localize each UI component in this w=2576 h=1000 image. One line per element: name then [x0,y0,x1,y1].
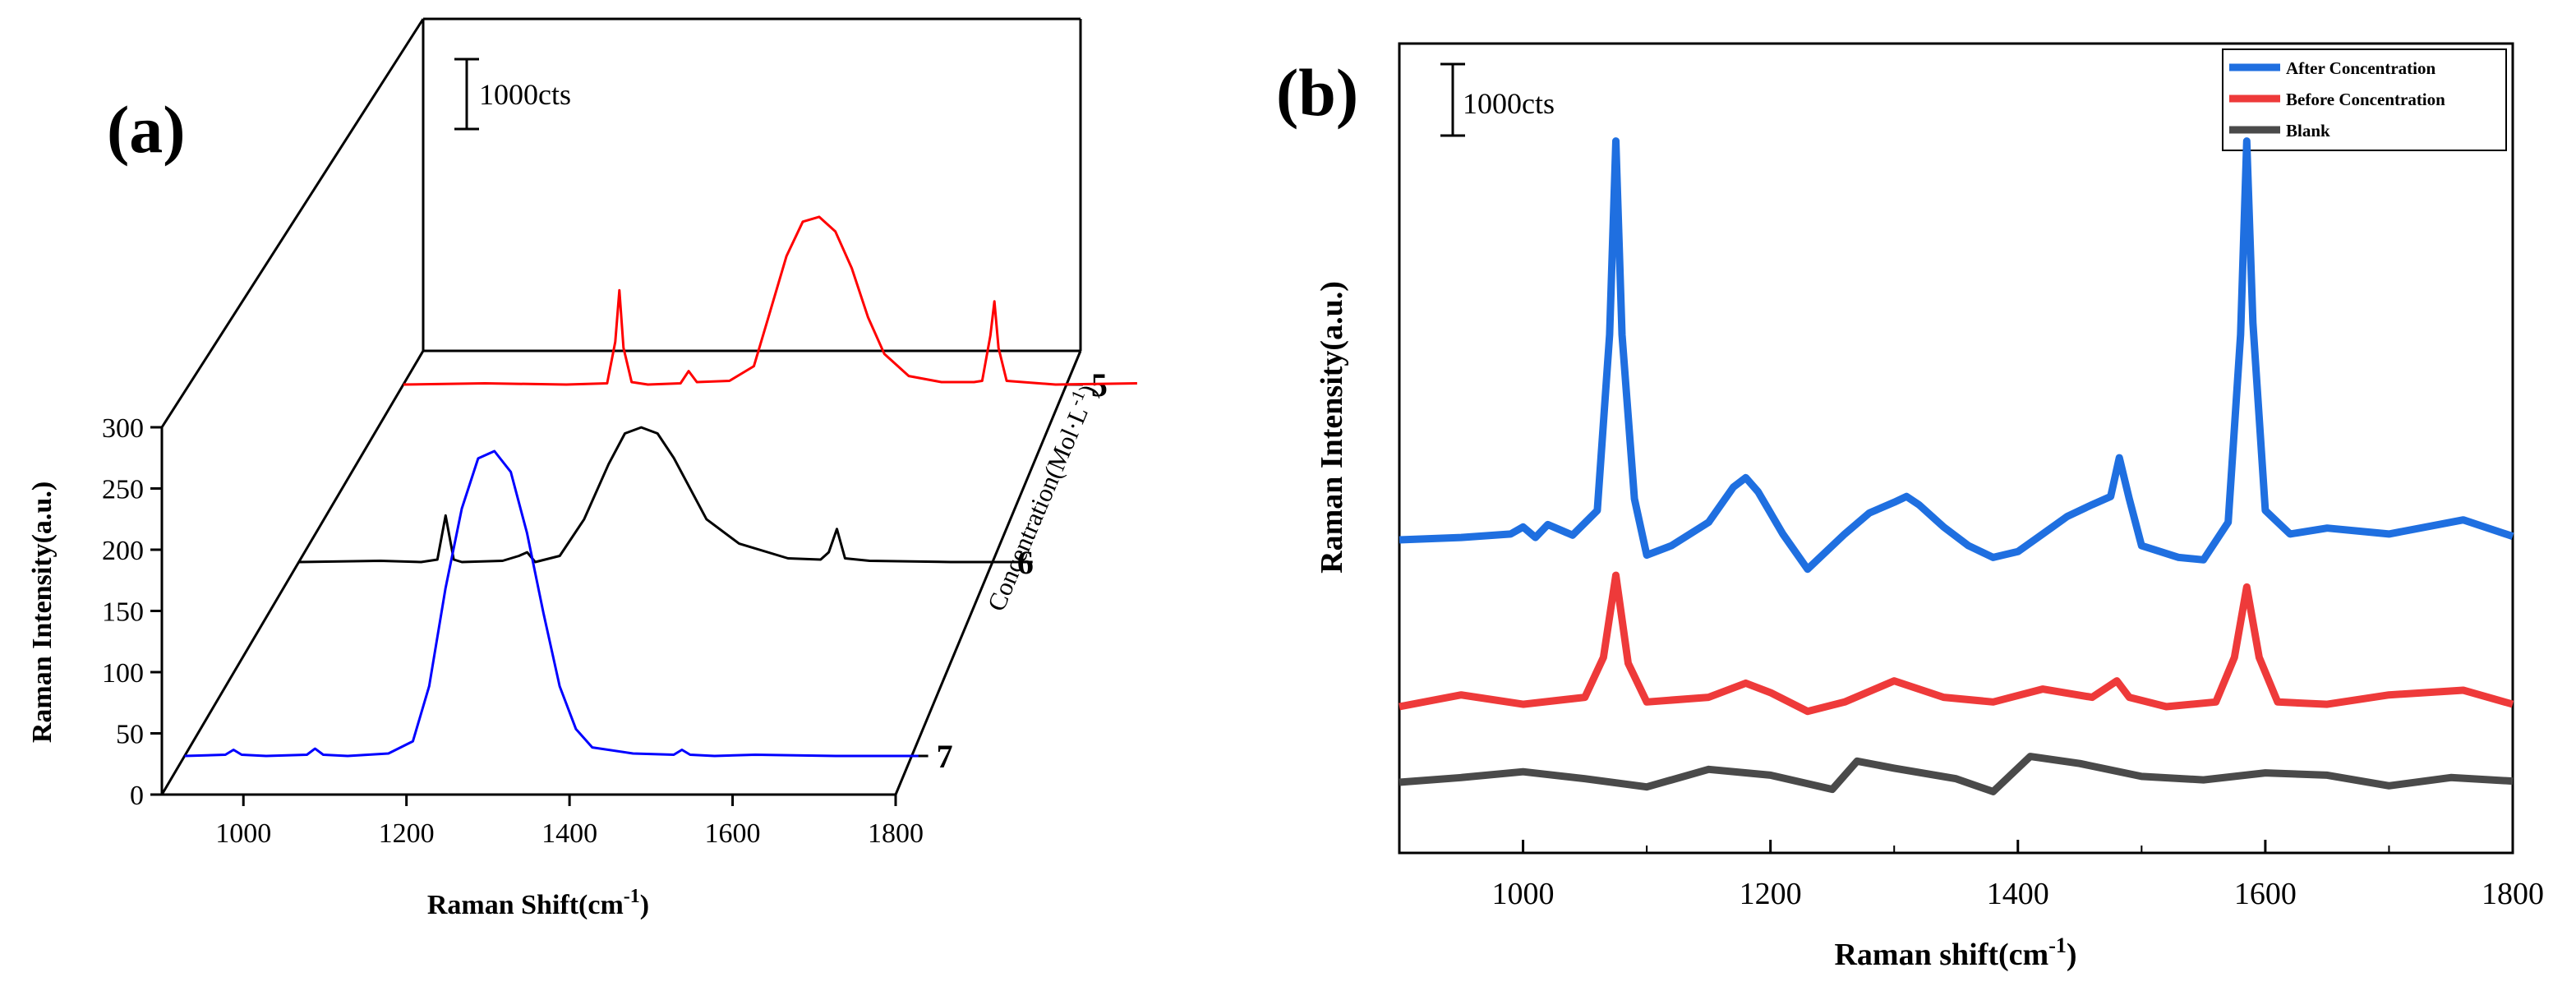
panel-a-y-tick-label: 0 [130,781,144,811]
panel-a-label: (a) [107,92,186,167]
panel-a-series [184,215,1137,758]
panel-a-x-tick-label: 1200 [379,818,435,849]
panel-b-scale-bar: 1000cts [1440,62,1555,137]
panel-b-x-tick-label: 1600 [2234,877,2297,911]
panel-b-legend-label-after-concentration: After Concentration [2286,58,2435,78]
panel-a-series-line-6 [298,426,1033,564]
panel-b-x-tick-label: 1400 [1987,877,2049,911]
panel-a-series-line-5 [403,215,1137,386]
panel-b-legend-label-before-concentration: Before Concentration [2286,90,2445,109]
panel-b-y-axis-label: Raman Intensity(a.u.) [1315,281,1349,574]
panel-b-series [1399,137,2514,795]
panel-a-x-axis-label: Raman Shift(cm-1) [427,886,649,920]
panel-b: (b) 1000cts After Concentration Before Co… [1276,42,2544,972]
panel-b-legend-label-blank: Blank [2286,121,2330,141]
panel-a-y-tick-label: 100 [102,658,144,689]
panel-a-y-tick-label: 250 [102,475,144,505]
panel-a-y-tick-label: 300 [102,413,144,444]
panel-b-series-line-before-concentration [1399,571,2514,716]
panel-b-x-tick-label: 1200 [1740,877,1802,911]
panel-a-y-tick-label: 200 [102,536,144,566]
panel-b-series-line-blank [1399,753,2514,795]
panel-b-series-line-after-concentration [1399,137,2514,574]
panel-a-scale-bar-label: 1000cts [479,78,571,111]
panel-b-label: (b) [1276,55,1358,130]
panel-a-depth-tick-label: 7 [937,738,953,775]
panel-a-x-tick-label: 1400 [541,818,597,849]
panel-a-x-tick-label: 1800 [868,818,924,849]
panel-b-scale-bar-label: 1000cts [1463,87,1555,120]
panel-a-y-ticks: 0 50 100 150 200 250 300 [102,413,162,811]
panel-a-x-ticks: 1000 1200 1400 1600 1800 [215,795,924,849]
panel-a-floor-right-edge [894,350,1082,795]
panel-a-y-tick-label: 150 [102,597,144,628]
panel-a-series-line-7 [184,449,919,758]
panel-a-y-tick-label: 50 [116,720,144,750]
panel-a-depth-axis-label: Concentration(Mol·L-1) [979,379,1103,615]
panel-b-plot-frame [1398,42,2514,855]
panel-b-x-tick-label: 1800 [2482,877,2544,911]
panel-b-legend: After Concentration Before Concentration B… [2222,48,2507,151]
panel-a-floor-left-edge [160,350,425,795]
panel-b-x-axis-label: Raman shift(cm-1) [1834,933,2076,972]
panel-a-y-axis-label: Raman Intensity(a.u.) [27,482,58,743]
panel-a-x-tick-label: 1600 [705,818,761,849]
panel-b-x-ticks: 1000 1200 1400 1600 1800 [1399,840,2544,911]
panel-a-top-left-edge [160,18,425,428]
panel-a-x-tick-label: 1000 [215,818,271,849]
panel-b-x-tick-label: 1000 [1492,877,1555,911]
panel-a-scale-bar: 1000cts [454,58,571,131]
panel-a-frame [160,17,1082,796]
